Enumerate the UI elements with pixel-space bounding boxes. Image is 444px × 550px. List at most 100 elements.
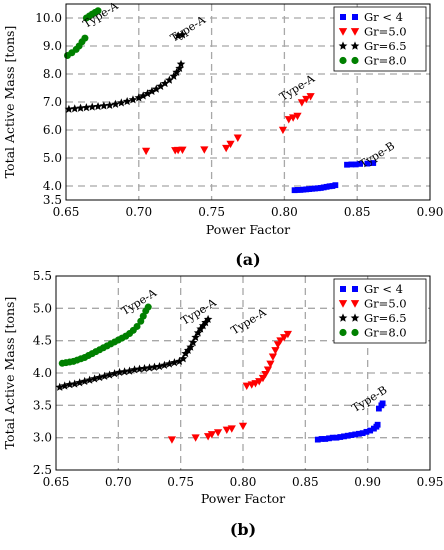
data-point [337, 434, 344, 440]
annotation-label: Type-A [81, 0, 122, 31]
legend: Gr < 4Gr=5.0Gr=6.5Gr=8.0 [333, 278, 427, 344]
data-point [348, 432, 355, 438]
x-axis-label: Power Factor [206, 222, 290, 237]
data-point [314, 185, 321, 192]
plot-frame [65, 3, 431, 201]
data-point [81, 34, 89, 42]
annotation-label: Type-B [357, 139, 397, 171]
data-point [125, 366, 134, 375]
data-point [352, 431, 359, 438]
y-tick-label: 4.0 [43, 179, 62, 193]
data-point [130, 365, 139, 374]
data-point [105, 100, 114, 109]
panel-label: (a) [235, 250, 261, 269]
data-point [370, 160, 377, 166]
data-point [181, 349, 190, 358]
data-point [314, 436, 321, 443]
y-tick-label: 8.0 [43, 67, 62, 81]
data-point [143, 89, 152, 98]
series-circle [63, 7, 102, 60]
data-point [233, 134, 242, 142]
x-tick-label: 0.90 [354, 475, 381, 489]
legend-marker [350, 300, 360, 308]
data-point [141, 147, 151, 156]
data-point [352, 161, 359, 168]
data-point [155, 362, 164, 371]
data-point [100, 371, 109, 380]
data-point [329, 183, 336, 189]
data-point [318, 436, 325, 442]
data-point [191, 332, 200, 342]
series-star [64, 30, 187, 113]
x-tick-label: 0.85 [344, 205, 371, 219]
y-tick-label: 5.0 [33, 301, 52, 315]
legend-marker [339, 56, 347, 65]
data-point [128, 95, 138, 104]
data-point [203, 314, 213, 323]
data-point [198, 321, 208, 330]
data-point [93, 101, 103, 111]
legend-entry: Gr=5.0 [364, 25, 407, 39]
data-point [213, 429, 223, 437]
data-point [183, 345, 193, 355]
legend-entry: Gr=6.5 [364, 311, 407, 325]
data-point [329, 434, 336, 441]
data-point [82, 103, 91, 112]
data-point [188, 338, 198, 347]
x-tick-label: 0.75 [198, 205, 225, 219]
data-point [137, 317, 145, 325]
legend-marker [351, 56, 359, 65]
legend-marker [339, 328, 347, 337]
y-tick-label: 7.0 [43, 95, 62, 109]
legend-marker [338, 300, 348, 308]
data-point [379, 400, 386, 407]
data-point [150, 362, 159, 371]
data-point [186, 342, 195, 351]
data-point [55, 382, 65, 391]
data-point [297, 187, 304, 193]
data-point [196, 324, 205, 333]
data-point [115, 367, 124, 376]
data-point [303, 186, 310, 193]
data-point [134, 93, 144, 102]
data-point [87, 102, 97, 111]
data-point [293, 112, 302, 121]
panel-label: (b) [230, 520, 256, 539]
legend-marker [338, 41, 348, 50]
annotation-label: Type-B [350, 383, 390, 415]
annotation-label: Type-A [277, 71, 318, 103]
data-point [326, 183, 333, 190]
x-tick-label: 0.65 [43, 475, 70, 489]
data-point [160, 360, 169, 369]
legend-marker [350, 41, 360, 50]
data-point [110, 369, 119, 378]
data-point [160, 79, 170, 88]
data-point [105, 370, 114, 379]
x-axis-label: Power Factor [201, 491, 285, 506]
data-point [320, 184, 327, 191]
data-point [323, 183, 330, 190]
legend-marker [352, 286, 358, 292]
data-point [271, 347, 280, 355]
data-point [333, 434, 340, 441]
y-tick-label: 3.0 [33, 431, 52, 445]
data-point [175, 356, 184, 365]
legend-marker [351, 328, 359, 337]
y-tick-label: 6.0 [43, 123, 62, 137]
data-point [165, 359, 174, 368]
x-tick-label: 0.70 [125, 205, 152, 219]
data-point [255, 378, 264, 386]
data-point [367, 427, 374, 434]
data-point [201, 318, 210, 327]
data-point [165, 75, 174, 84]
data-point [238, 422, 248, 431]
data-point [117, 98, 126, 107]
data-point [309, 185, 315, 192]
data-point [266, 360, 275, 369]
y-tick-label: 2.5 [33, 463, 52, 477]
data-point [133, 322, 141, 330]
data-point [176, 59, 186, 68]
x-tick-label: 0.80 [271, 205, 298, 219]
